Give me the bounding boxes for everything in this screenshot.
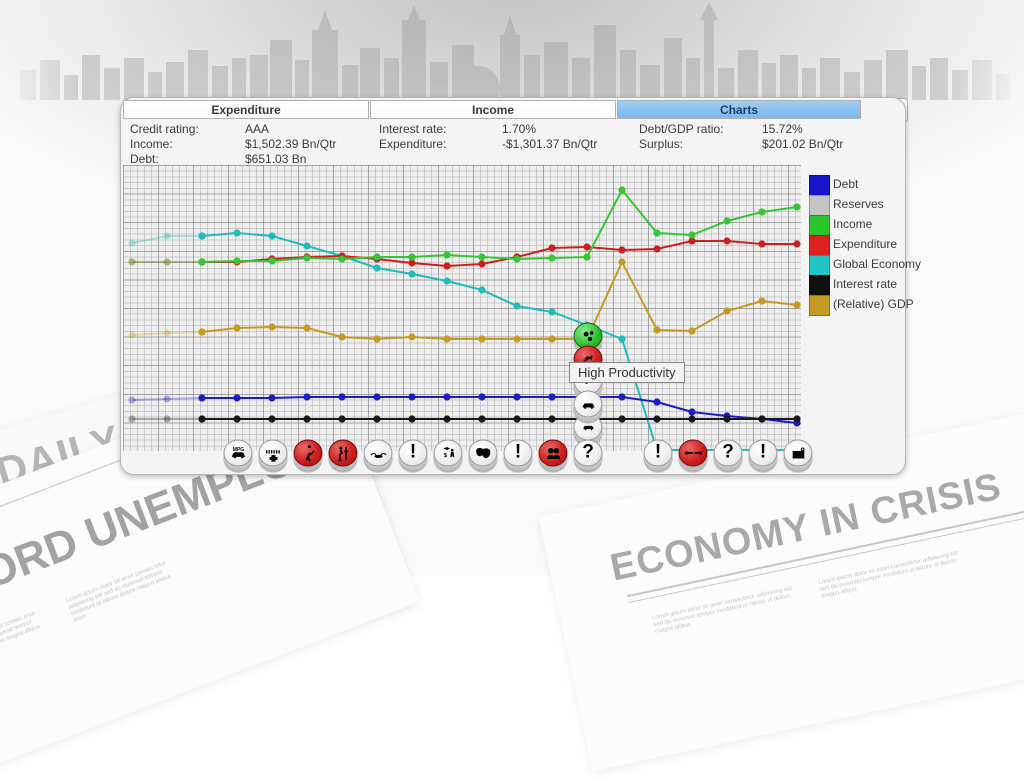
svg-text:MPG: MPG: [232, 447, 244, 453]
svg-text:$: $: [443, 452, 447, 458]
